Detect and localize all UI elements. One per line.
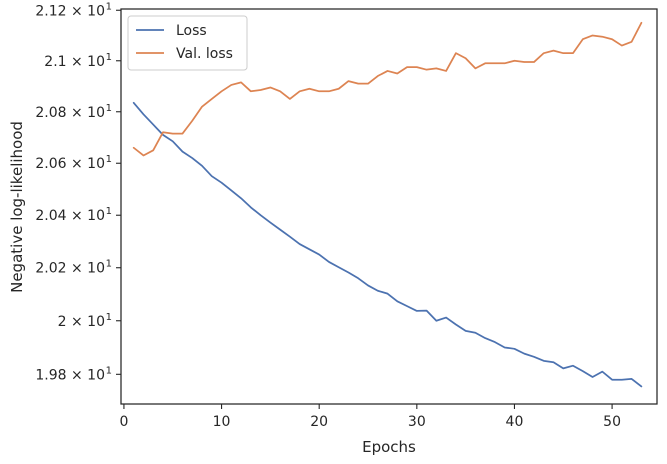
y-tick-label: 2.02 × 10 — [35, 261, 105, 277]
x-tick-label: 20 — [310, 414, 328, 430]
plot-area-background — [121, 9, 657, 404]
x-tick-label: 40 — [506, 414, 524, 430]
y-tick-exponent: 1 — [106, 154, 112, 165]
plot-frame — [120, 8, 658, 405]
y-tick-exponent: 1 — [106, 103, 112, 114]
y-tick-label: 1.98 × 10 — [35, 367, 105, 383]
y-tick-label: 2.04 × 10 — [35, 208, 105, 224]
series-line-val-loss — [132, 21, 643, 157]
legend-label-loss: Loss — [176, 23, 207, 39]
y-tick-label: 2 × 10 — [58, 314, 105, 330]
legend: Loss Val. loss — [127, 15, 248, 71]
x-tick-label: 0 — [119, 414, 128, 430]
y-tick-exponent: 1 — [106, 1, 112, 12]
y-tick-label: 2.1 × 10 — [44, 54, 105, 70]
x-tick-label: 50 — [603, 414, 621, 430]
y-tick-exponent: 1 — [106, 259, 112, 270]
y-tick-exponent: 1 — [106, 206, 112, 217]
y-axis-label: Negative log-likelihood — [8, 121, 26, 293]
x-tick-label: 10 — [213, 414, 231, 430]
y-tick-exponent: 1 — [106, 312, 112, 323]
series-layer — [132, 21, 643, 388]
x-axis-label: Epochs — [362, 438, 416, 456]
y-tick-label: 2.06 × 10 — [35, 156, 105, 172]
series-line-loss — [132, 101, 643, 388]
legend-label-val-loss: Val. loss — [176, 46, 233, 62]
x-tick-label: 30 — [408, 414, 426, 430]
y-tick-label: 2.08 × 10 — [35, 105, 105, 121]
y-tick-exponent: 1 — [106, 365, 112, 376]
x-axis-ticks: 0 10 20 30 40 50 — [119, 404, 621, 430]
y-tick-exponent: 1 — [106, 52, 112, 63]
y-tick-label: 2.12 × 10 — [35, 3, 105, 19]
